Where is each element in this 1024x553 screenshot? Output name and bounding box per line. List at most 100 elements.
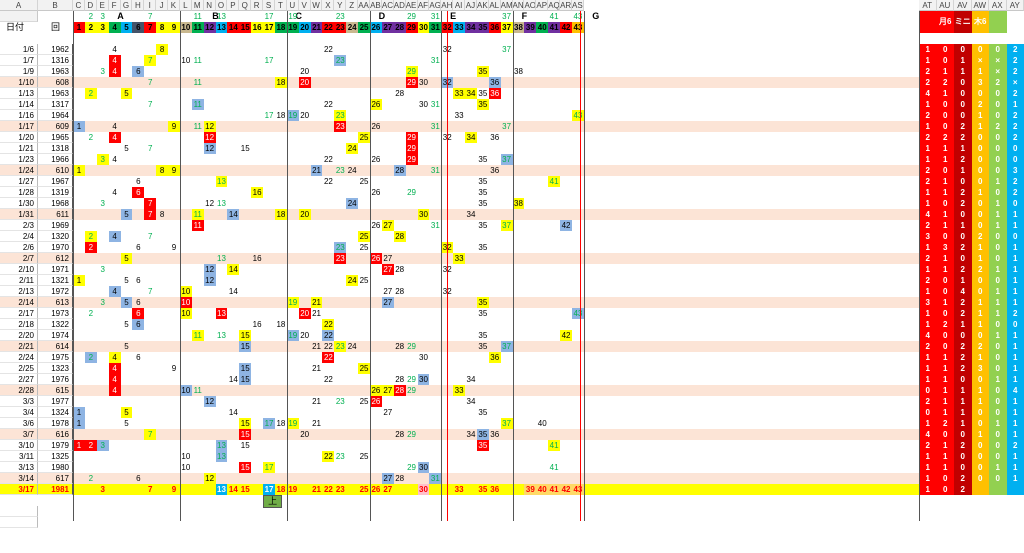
stat-cell[interactable]: 0	[971, 220, 989, 231]
stat-cell[interactable]: 0	[954, 330, 972, 341]
number-cell[interactable]: 32	[441, 286, 453, 297]
stat-cell[interactable]: 0	[954, 88, 972, 99]
number-cell[interactable]: 30	[419, 78, 428, 87]
date-cell[interactable]: 1/9	[0, 66, 38, 77]
stat-cell[interactable]: 1	[971, 396, 989, 407]
number-header-40[interactable]: 40	[536, 22, 549, 33]
stat-cell[interactable]: 0	[936, 429, 954, 440]
number-header-4[interactable]: 4	[108, 22, 121, 33]
number-cell[interactable]: 20	[300, 111, 310, 120]
number-cell[interactable]: 4	[108, 132, 121, 143]
number-cell[interactable]: 30	[417, 374, 430, 385]
stat-cell[interactable]: 3	[936, 242, 954, 253]
stat-cell[interactable]: 1	[919, 473, 937, 484]
number-cell[interactable]: 13	[215, 440, 228, 451]
number-cell[interactable]: 20	[300, 67, 310, 76]
stat-cell[interactable]: 1	[936, 220, 954, 231]
stat-cell[interactable]: 2	[1006, 121, 1024, 132]
draw-number-cell[interactable]: 1978	[38, 418, 73, 429]
draw-number-cell[interactable]: 1320	[38, 231, 73, 242]
stat-cell[interactable]: 1	[919, 319, 937, 330]
number-cell[interactable]: 15	[239, 374, 252, 385]
number-cell[interactable]: 4	[108, 385, 121, 396]
date-cell[interactable]: 1/30	[0, 198, 38, 209]
stat-cell[interactable]: 1	[1006, 418, 1024, 429]
number-header-24[interactable]: 24	[346, 22, 359, 33]
number-cell[interactable]: 27	[383, 254, 393, 263]
number-cell[interactable]: 9	[171, 243, 177, 252]
stat-cell[interactable]: 1	[989, 220, 1007, 231]
number-cell[interactable]: 30	[417, 209, 430, 220]
number-cell[interactable]: 22	[323, 45, 333, 54]
number-cell[interactable]: 25	[358, 132, 370, 143]
number-cell[interactable]: 17	[263, 418, 275, 429]
number-cell[interactable]: 5	[120, 209, 133, 220]
number-cell[interactable]: 34	[466, 210, 476, 219]
number-cell[interactable]: 37	[500, 418, 513, 429]
number-cell[interactable]: 24	[346, 198, 359, 209]
stat-cell[interactable]: 1	[971, 66, 989, 77]
stat-cell[interactable]: 2	[1006, 55, 1024, 66]
number-cell[interactable]: 8	[159, 210, 165, 219]
number-cell[interactable]: 36	[488, 77, 501, 88]
number-cell[interactable]: 6	[132, 308, 145, 319]
stat-cell[interactable]: 2	[1006, 440, 1024, 451]
number-cell[interactable]: 35	[478, 309, 488, 318]
group-label-g[interactable]: G	[592, 11, 600, 21]
column-header-ak[interactable]: AK	[476, 0, 489, 11]
date-column-header[interactable]: 日付	[0, 22, 38, 33]
column-header-ap[interactable]: AP	[536, 0, 549, 11]
stat-cell[interactable]: 1	[936, 440, 954, 451]
top-label-23[interactable]: 23	[335, 12, 345, 21]
number-cell[interactable]: 13	[217, 254, 226, 263]
stat-cell[interactable]: 1	[1006, 429, 1024, 440]
number-cell[interactable]: 26	[370, 253, 382, 264]
number-cell[interactable]: 19	[286, 297, 299, 308]
top-label-29[interactable]: 29	[407, 12, 417, 21]
stat-cell[interactable]: 1	[919, 286, 937, 297]
stat-cell[interactable]: 0	[989, 385, 1007, 396]
stat-cell[interactable]: 1	[1006, 407, 1024, 418]
stat-cell[interactable]: 1	[936, 88, 954, 99]
number-cell[interactable]: 10	[181, 463, 191, 472]
stat-cell[interactable]: 1	[989, 176, 1007, 187]
number-cell[interactable]: 4	[108, 286, 121, 297]
column-header-ae[interactable]: AE	[405, 0, 418, 11]
number-cell[interactable]: 29	[405, 154, 418, 165]
number-cell[interactable]: 6	[132, 319, 145, 330]
column-header-c[interactable]: C	[73, 0, 85, 11]
stat-cell[interactable]: 0	[936, 330, 954, 341]
column-header-at[interactable]: AT	[919, 0, 937, 11]
stat-cell[interactable]: 0	[971, 440, 989, 451]
draw-number-cell[interactable]: 608	[38, 77, 73, 88]
number-header-36[interactable]: 36	[488, 22, 501, 33]
stat-cell[interactable]: 1	[954, 165, 972, 176]
stat-cell[interactable]: 0	[971, 407, 989, 418]
number-cell[interactable]: 4	[112, 188, 117, 197]
number-cell[interactable]: 2	[88, 309, 94, 318]
stat-cell[interactable]: 1	[971, 253, 989, 264]
number-cell[interactable]: 9	[168, 165, 180, 176]
date-cell[interactable]: 2/25	[0, 363, 38, 374]
column-header-r[interactable]: R	[251, 0, 264, 11]
number-cell[interactable]: 3	[100, 298, 105, 307]
stat-cell[interactable]: 0	[936, 99, 954, 110]
stat-cell[interactable]: 1	[919, 143, 937, 154]
stat-cell[interactable]: 0	[989, 275, 1007, 286]
number-cell[interactable]: 25	[359, 177, 369, 186]
number-cell[interactable]: 17	[264, 56, 274, 65]
stat-cell[interactable]: 2	[954, 473, 972, 484]
top-label-11[interactable]: 11	[193, 12, 202, 21]
stat-cell[interactable]: 0	[989, 187, 1007, 198]
stat-header-2[interactable]: 木6	[971, 11, 989, 33]
stat-cell[interactable]: 0	[936, 275, 954, 286]
number-cell[interactable]: 27	[383, 287, 393, 296]
number-cell[interactable]: 4	[112, 45, 117, 54]
number-cell[interactable]: 7	[147, 232, 153, 241]
number-cell[interactable]: 28	[393, 385, 406, 396]
stat-cell[interactable]: 1	[1006, 473, 1024, 484]
number-cell[interactable]: 31	[430, 166, 440, 175]
number-header-12[interactable]: 12	[203, 22, 216, 33]
number-cell[interactable]: 23	[335, 166, 345, 175]
number-cell[interactable]: 26	[371, 122, 381, 131]
